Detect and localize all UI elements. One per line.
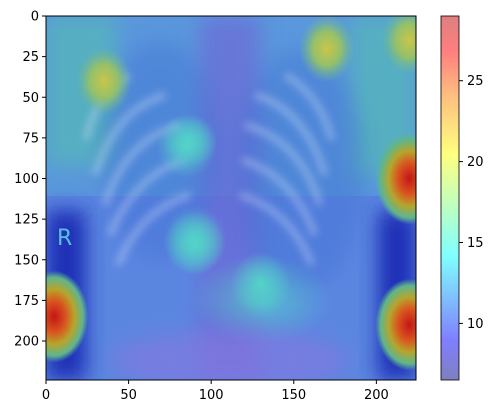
y-tick-label-50: 50 — [22, 91, 39, 106]
y-tick-label-175: 175 — [14, 294, 39, 309]
heat-spot-2 — [375, 278, 416, 371]
x-tick-label-100: 100 — [199, 388, 224, 403]
x-tick-label-200: 200 — [364, 388, 389, 403]
plot-frame — [45, 15, 417, 381]
colorbar-tick-label-10: 10 — [467, 317, 484, 332]
x-axis: 0 50 100 150 200 — [42, 380, 389, 403]
y-tick-label-125: 125 — [14, 213, 39, 228]
colorbar-tick-label-25: 25 — [467, 74, 484, 89]
heat-spot-8 — [230, 252, 291, 317]
heat-spot-3 — [381, 16, 416, 75]
y-tick-label-200: 200 — [14, 335, 39, 350]
colorbar-gradient — [440, 15, 460, 381]
heat-spot-4 — [75, 47, 132, 115]
y-tick-label-100: 100 — [14, 172, 39, 187]
x-tick-label-150: 150 — [281, 388, 306, 403]
overlay-letter-r: R — [57, 226, 72, 251]
heat-spot-5 — [298, 16, 355, 83]
x-tick-label-50: 50 — [120, 388, 137, 403]
y-tick-label-0: 0 — [31, 10, 39, 25]
heat-spot-0 — [46, 270, 89, 363]
y-tick-label-25: 25 — [22, 50, 39, 65]
heat-spots — [46, 16, 416, 371]
y-tick-label-150: 150 — [14, 253, 39, 268]
colorbar-tick-label-20: 20 — [467, 155, 484, 170]
heat-spot-7 — [164, 211, 225, 276]
heat-spot-1 — [375, 132, 416, 225]
colorbar-tick-label-15: 15 — [467, 236, 484, 251]
x-tick-label-0: 0 — [42, 388, 50, 403]
heat-spot-6 — [156, 114, 217, 178]
y-axis: 0 25 50 75 100 125 150 175 200 — [14, 10, 46, 350]
colorbar: 10 15 20 25 — [440, 15, 484, 381]
y-tick-label-75: 75 — [22, 131, 39, 146]
colorbar-ticks: 10 15 20 25 — [459, 74, 484, 332]
heatmap-image: R — [46, 16, 416, 380]
